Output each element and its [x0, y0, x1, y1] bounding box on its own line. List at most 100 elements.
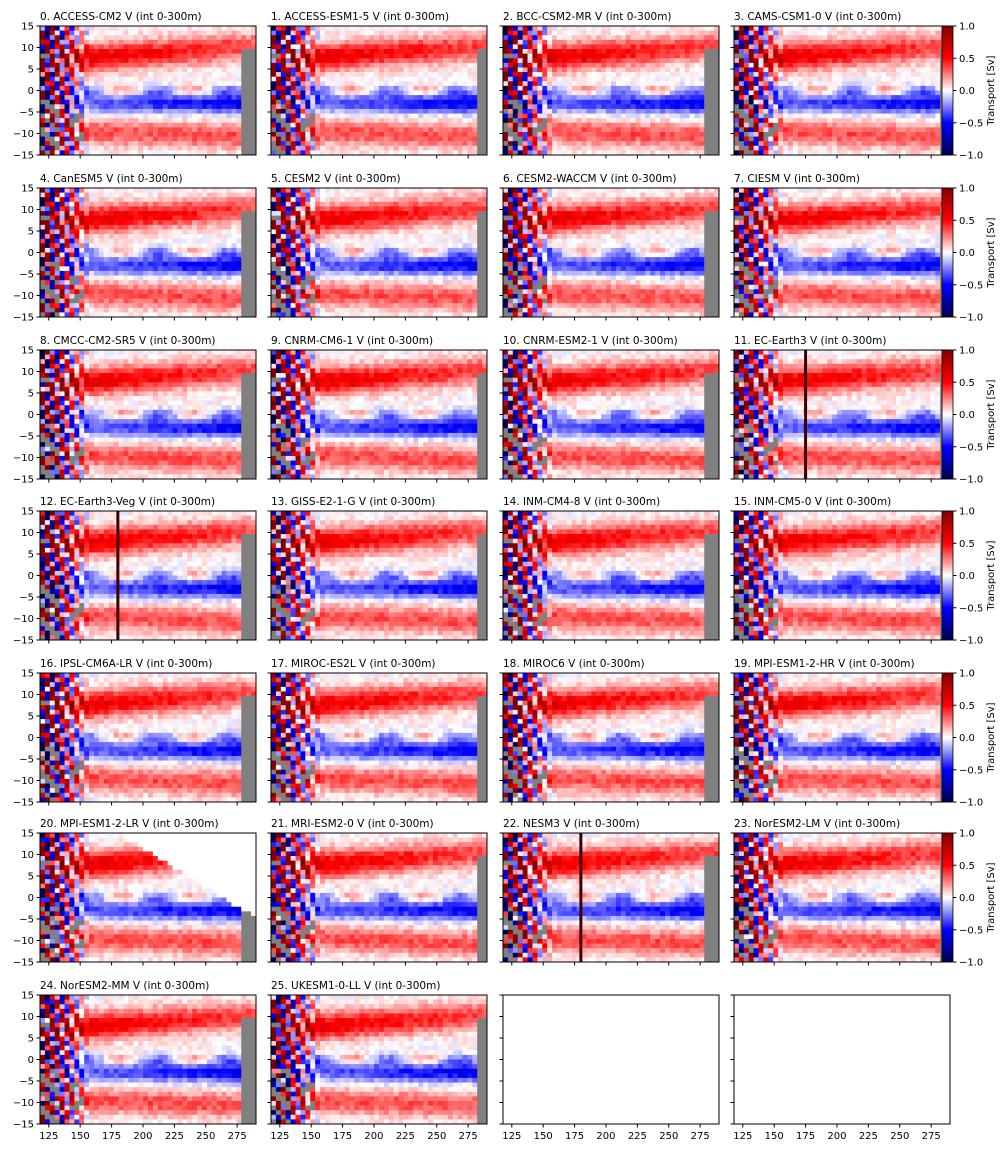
- heatmap-cell: [665, 44, 670, 49]
- heatmap-cell: [537, 49, 542, 54]
- heatmap-cell: [562, 58, 567, 63]
- heatmap-cell: [636, 104, 641, 109]
- heatmap-cell: [104, 104, 109, 109]
- heatmap-cell: [182, 91, 187, 96]
- heatmap-cell: [104, 109, 109, 114]
- heatmap-cell: [138, 31, 143, 36]
- heatmap-cell: [119, 95, 124, 100]
- heatmap-cell: [518, 141, 523, 146]
- heatmap-cell: [236, 77, 241, 82]
- heatmap-cell: [542, 40, 547, 45]
- heatmap-cell: [572, 26, 577, 31]
- heatmap-cell: [310, 104, 315, 109]
- heatmap-cell: [173, 137, 178, 142]
- heatmap-cell: [557, 77, 562, 82]
- heatmap-cell: [690, 118, 695, 123]
- heatmap-cell: [699, 132, 704, 137]
- heatmap-cell: [281, 40, 286, 45]
- heatmap-cell: [562, 146, 567, 151]
- heatmap-cell: [74, 118, 79, 123]
- heatmap-cell: [660, 35, 665, 40]
- heatmap-cell: [611, 137, 616, 142]
- heatmap-cell: [330, 26, 335, 31]
- heatmap-cell: [601, 40, 606, 45]
- heatmap-cell: [577, 137, 582, 142]
- heatmap-cell: [119, 58, 124, 63]
- y-tick-label: 0: [28, 86, 34, 97]
- heatmap-cell: [404, 26, 409, 31]
- heatmap-cell: [670, 81, 675, 86]
- heatmap-cell: [69, 91, 74, 96]
- heatmap-cell: [596, 91, 601, 96]
- heatmap-cell: [389, 58, 394, 63]
- heatmap-cell: [685, 63, 690, 68]
- heatmap-cell: [246, 118, 251, 123]
- heatmap-cell: [296, 67, 301, 72]
- heatmap-cell: [320, 86, 325, 91]
- heatmap-cell: [345, 54, 350, 59]
- heatmap-cell: [453, 35, 458, 40]
- heatmap-cell: [330, 54, 335, 59]
- heatmap-cell: [123, 127, 128, 132]
- heatmap-cell: [281, 58, 286, 63]
- heatmap-cell: [281, 114, 286, 119]
- heatmap-cell: [94, 81, 99, 86]
- heatmap-cell: [50, 81, 55, 86]
- heatmap-cell: [528, 67, 533, 72]
- heatmap-cell: [315, 91, 320, 96]
- heatmap-cell: [148, 109, 153, 114]
- heatmap-cell: [631, 26, 636, 31]
- heatmap-cell: [79, 40, 84, 45]
- heatmap-cell: [281, 100, 286, 105]
- heatmap-cell: [591, 141, 596, 146]
- heatmap-cell: [271, 49, 276, 54]
- heatmap-cell: [276, 54, 281, 59]
- heatmap-cell: [704, 86, 709, 91]
- heatmap-cell: [665, 100, 670, 105]
- heatmap-cell: [212, 137, 217, 142]
- heatmap-cell: [89, 63, 94, 68]
- heatmap-cell: [231, 31, 236, 36]
- heatmap-cell: [207, 63, 212, 68]
- heatmap-cell: [542, 95, 547, 100]
- heatmap-cell: [364, 54, 369, 59]
- heatmap-cell: [433, 58, 438, 63]
- heatmap-cell: [281, 146, 286, 151]
- heatmap-cell: [45, 100, 50, 105]
- heatmap-cell: [74, 141, 79, 146]
- heatmap-cell: [281, 137, 286, 142]
- heatmap-cell: [650, 26, 655, 31]
- heatmap-cell: [660, 44, 665, 49]
- heatmap-cell: [443, 58, 448, 63]
- heatmap-cell: [645, 86, 650, 91]
- heatmap-cell: [305, 77, 310, 82]
- heatmap-cell: [458, 54, 463, 59]
- heatmap-cell: [84, 104, 89, 109]
- heatmap-cell: [315, 49, 320, 54]
- heatmap-cell: [182, 40, 187, 45]
- heatmap-cell: [320, 118, 325, 123]
- heatmap-cell: [158, 114, 163, 119]
- heatmap-cell: [547, 26, 552, 31]
- heatmap-cell: [128, 81, 133, 86]
- heatmap-cell: [399, 95, 404, 100]
- heatmap-cell: [192, 67, 197, 72]
- heatmap-cell: [523, 54, 528, 59]
- heatmap-cell: [699, 44, 704, 49]
- heatmap-cell: [606, 123, 611, 128]
- heatmap-cell: [45, 31, 50, 36]
- heatmap-cell: [177, 86, 182, 91]
- heatmap-cell: [330, 118, 335, 123]
- heatmap-cell: [453, 72, 458, 77]
- heatmap-cell: [231, 35, 236, 40]
- heatmap-cell: [119, 81, 124, 86]
- heatmap-cell: [423, 123, 428, 128]
- heatmap-cell: [320, 26, 325, 31]
- heatmap-cell: [591, 127, 596, 132]
- heatmap-cell: [413, 146, 418, 151]
- heatmap-cell: [458, 114, 463, 119]
- heatmap-cell: [631, 114, 636, 119]
- heatmap-cell: [217, 118, 222, 123]
- heatmap-cell: [665, 104, 670, 109]
- heatmap-cell: [394, 109, 399, 114]
